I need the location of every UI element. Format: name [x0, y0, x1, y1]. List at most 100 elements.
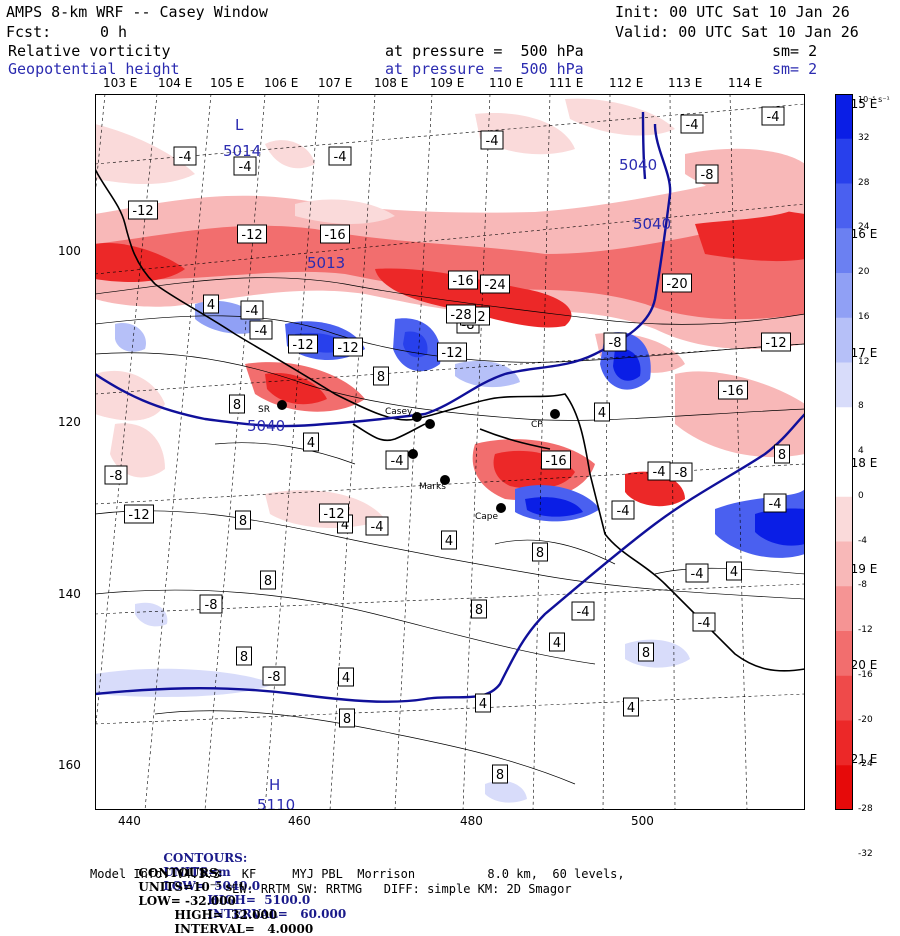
- station-dot: [440, 475, 450, 485]
- vorticity-label: 8: [532, 542, 548, 562]
- vorticity-label: -12: [288, 334, 318, 354]
- colorbar-tick-label: 8: [858, 401, 864, 412]
- init-time: Init: 00 UTC Sat 10 Jan 26: [615, 3, 850, 21]
- svg-text:-16: -16: [722, 384, 743, 399]
- vorticity-label: -12: [128, 200, 158, 220]
- svg-text:-4: -4: [698, 616, 711, 631]
- colorbar-swatch: [835, 94, 853, 140]
- height-label: 5040: [633, 215, 671, 233]
- vorticity-label: -16: [320, 224, 350, 244]
- vorticity-label: -16: [448, 270, 478, 290]
- height-label: 5040: [619, 156, 657, 174]
- field1-level: at pressure = 500 hPa: [385, 42, 584, 60]
- svg-text:-16: -16: [324, 228, 345, 243]
- colorbar-swatch: [835, 541, 853, 587]
- vorticity-label: 8: [774, 444, 790, 464]
- x-tick-label: 460: [288, 814, 311, 828]
- svg-text:-8: -8: [675, 466, 688, 481]
- vorticity-label: -4: [240, 300, 264, 320]
- colorbar-tick-label: 20: [858, 267, 870, 277]
- station-label: Casey: [385, 407, 413, 417]
- vorticity-contour-labels: -4-4-4-4-4-8-4-12-12-16-4-8-12-16-20-24-…: [104, 106, 791, 784]
- svg-text:4: 4: [341, 518, 349, 533]
- lon-label: 105 E: [210, 76, 245, 90]
- field2-name: Geopotential height: [8, 60, 180, 78]
- station-dot: [277, 400, 287, 410]
- field2-smoothing: sm= 2: [772, 60, 818, 78]
- svg-text:-28: -28: [450, 308, 471, 323]
- station-markers: [277, 400, 560, 513]
- colorbar-tick-label: 32: [858, 132, 870, 143]
- svg-text:8: 8: [240, 650, 248, 665]
- colorbar-frame: [835, 94, 853, 810]
- svg-text:-4: -4: [371, 520, 384, 535]
- svg-text:4: 4: [342, 671, 350, 686]
- station-dot: [496, 503, 506, 513]
- y-tick-label: 160: [58, 758, 81, 772]
- footer-low: LOW= -32.000: [138, 894, 236, 908]
- geopotential-contours: [95, 111, 805, 703]
- vorticity-label: 8: [236, 646, 252, 666]
- high-pressure-mark: H: [269, 776, 280, 794]
- vorticity-label: -4: [571, 601, 595, 621]
- colorbar-tick-label: -32: [858, 848, 873, 859]
- colorbar-swatch: [835, 228, 853, 274]
- svg-text:-12: -12: [337, 341, 358, 356]
- colorbar-tick-label: -28: [858, 804, 873, 814]
- vorticity-label: 4: [338, 667, 354, 687]
- colorbar-swatch: [835, 407, 853, 453]
- low-pressure-mark: L: [235, 116, 244, 134]
- station-dot: [550, 409, 560, 419]
- colorbar-swatch: [835, 183, 853, 229]
- svg-text:-4: -4: [239, 160, 252, 175]
- forecast-hour: 0 h: [100, 23, 128, 41]
- svg-text:-4: -4: [767, 110, 780, 125]
- svg-text:-12: -12: [132, 204, 153, 219]
- lon-label: 107 E: [318, 76, 353, 90]
- svg-text:-16: -16: [452, 274, 473, 289]
- vorticity-label: 8: [235, 510, 251, 530]
- vorticity-label: 8: [638, 642, 654, 662]
- svg-text:4: 4: [730, 565, 738, 580]
- svg-text:-8: -8: [205, 598, 218, 613]
- lon-label: 106 E: [264, 76, 299, 90]
- svg-text:4: 4: [553, 636, 561, 651]
- colorbar-swatch: [835, 496, 853, 542]
- svg-text:-12: -12: [128, 508, 149, 523]
- vorticity-label: -4: [365, 516, 389, 536]
- svg-text:8: 8: [642, 646, 650, 661]
- svg-text:-8: -8: [609, 336, 622, 351]
- vorticity-label: 8: [229, 394, 245, 414]
- vorticity-label: -4: [647, 461, 671, 481]
- vorticity-label: 4: [594, 402, 610, 422]
- svg-text:-4: -4: [391, 454, 404, 469]
- colorbar-swatch: [835, 586, 853, 632]
- svg-text:8: 8: [239, 514, 247, 529]
- height-label: 5110: [257, 796, 295, 810]
- vorticity-shading: [95, 98, 805, 803]
- footer-units: UNITS=m: [163, 865, 231, 879]
- svg-text:-16: -16: [545, 454, 566, 469]
- svg-text:8: 8: [496, 768, 504, 783]
- svg-text:-4: -4: [691, 567, 704, 582]
- svg-text:4: 4: [627, 701, 635, 716]
- svg-text:-12: -12: [441, 346, 462, 361]
- model-info: Model Info: V4.3.3 KF MYJ PBL Morrison 8…: [90, 867, 625, 881]
- vorticity-label: -12: [437, 342, 467, 362]
- svg-text:-12: -12: [241, 228, 262, 243]
- vorticity-label: -12: [237, 224, 267, 244]
- svg-text:-8: -8: [268, 670, 281, 685]
- vorticity-map: SR Casey CP MK Cape Marks 5014 5040 5040…: [95, 94, 805, 810]
- station-label: SR: [258, 405, 270, 415]
- vorticity-label: -4: [680, 114, 704, 134]
- svg-text:8: 8: [377, 370, 385, 385]
- svg-text:-12: -12: [765, 336, 786, 351]
- svg-text:-20: -20: [666, 277, 687, 292]
- footer-contours-label: CONTOURS:: [138, 866, 223, 880]
- lon-label: 104 E: [158, 76, 193, 90]
- lon-label: 103 E: [103, 76, 138, 90]
- svg-text:-8: -8: [701, 168, 714, 183]
- svg-text:-4: -4: [255, 324, 268, 339]
- lon-label: 108 E: [374, 76, 409, 90]
- lon-label: 113 E: [668, 76, 703, 90]
